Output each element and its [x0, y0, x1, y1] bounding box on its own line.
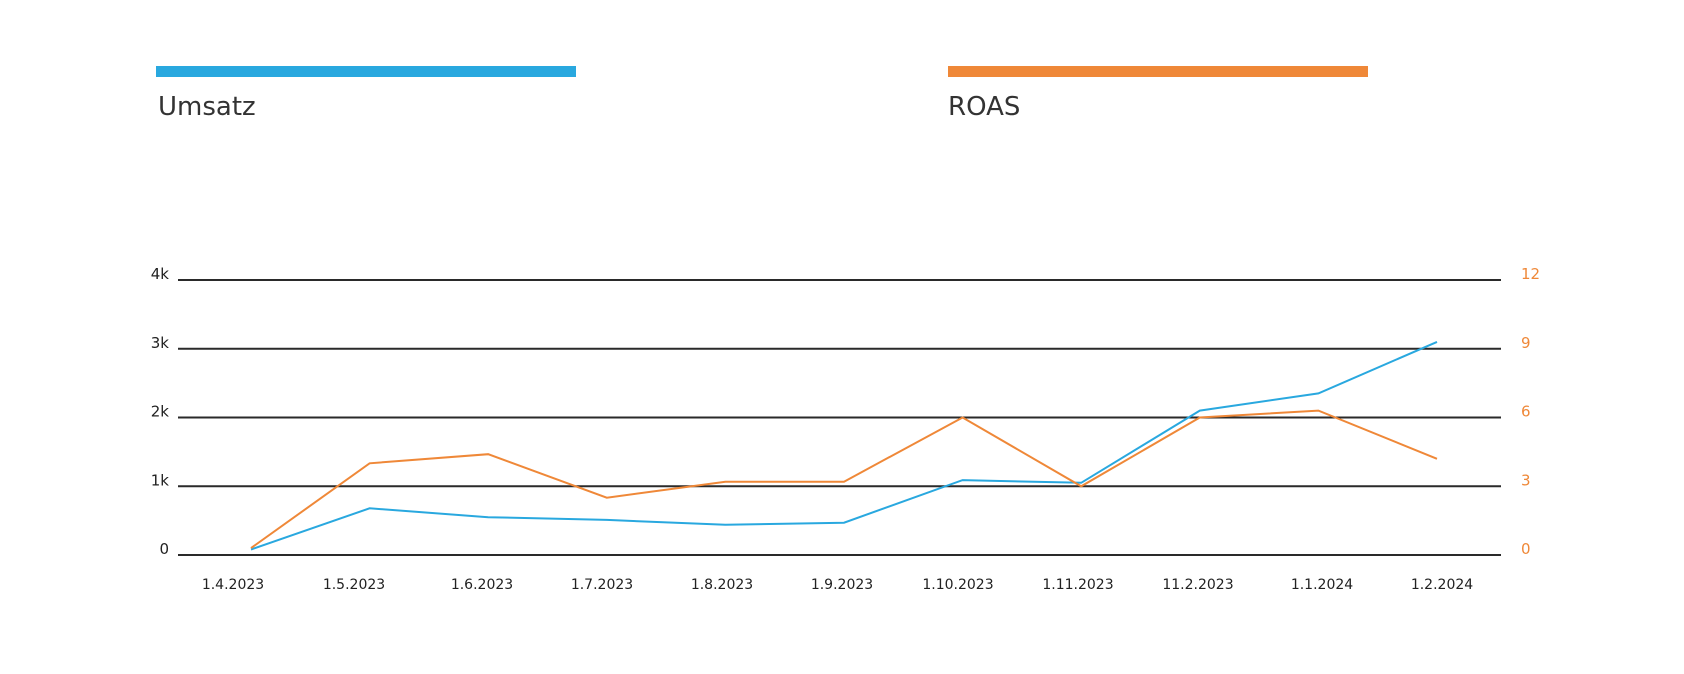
y-left-tick-label: 4k — [151, 265, 170, 283]
y-right-tick-label: 9 — [1521, 334, 1531, 352]
x-tick-label: 1.9.2023 — [811, 577, 873, 593]
legend-umsatz-label: Umsatz — [158, 92, 256, 122]
x-tick-label: 11.2.2023 — [1162, 577, 1233, 593]
y-left-tick-label: 1k — [151, 471, 170, 489]
x-tick-label: 1.4.2023 — [202, 577, 264, 593]
y-left-tick-label: 3k — [151, 334, 170, 352]
legend-roas-swatch — [948, 66, 1368, 77]
y-left-tick-label: 0 — [159, 540, 169, 558]
x-tick-label: 1.6.2023 — [451, 577, 513, 593]
y-right-tick-label: 6 — [1521, 403, 1531, 421]
x-tick-label: 1.10.2023 — [922, 577, 993, 593]
legend-umsatz-swatch — [156, 66, 576, 77]
x-tick-label: 1.8.2023 — [691, 577, 753, 593]
series-line-umsatz — [250, 340, 1438, 551]
x-tick-label: 1.1.2024 — [1291, 577, 1353, 593]
x-tick-label: 1.7.2023 — [571, 577, 633, 593]
y-right-tick-label: 0 — [1521, 540, 1531, 558]
y-left-tick-label: 2k — [151, 403, 170, 421]
x-tick-label: 1.2.2024 — [1411, 577, 1473, 593]
y-right-tick-label: 12 — [1521, 265, 1540, 283]
x-tick-label: 1.5.2023 — [323, 577, 385, 593]
y-right-tick-label: 3 — [1521, 471, 1531, 489]
x-tick-label: 1.11.2023 — [1042, 577, 1113, 593]
series-line-roas — [250, 409, 1438, 549]
legend-roas-label: ROAS — [948, 92, 1021, 122]
